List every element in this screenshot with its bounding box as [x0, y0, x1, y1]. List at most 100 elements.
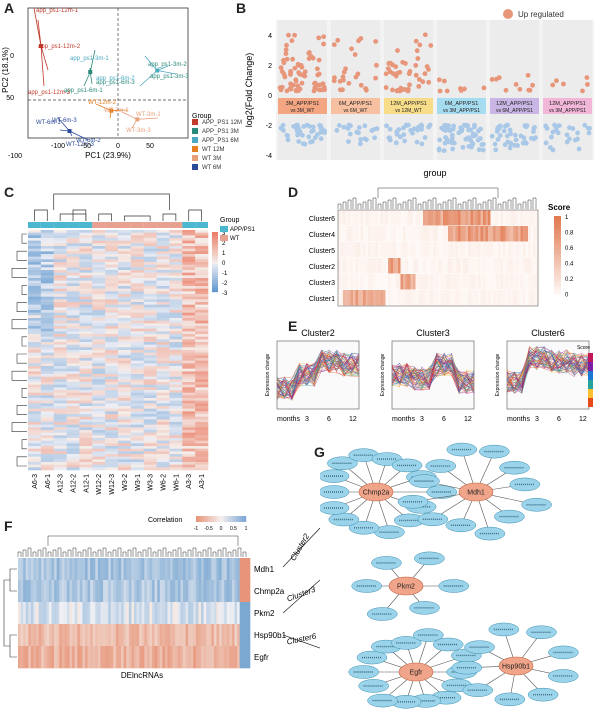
c-heat-cell	[118, 291, 132, 295]
c-heat-cell	[53, 342, 67, 345]
c-heat-cell	[169, 302, 183, 305]
d-heat-cell	[440, 290, 444, 306]
c-heat-cell	[92, 230, 106, 233]
c-heat-cell	[28, 291, 42, 295]
c-heat-cell	[156, 296, 170, 300]
f-heat-cell	[51, 580, 55, 603]
c-heat-cell	[182, 384, 196, 388]
f-heat-cell	[23, 602, 27, 625]
f-heat-cell	[157, 602, 161, 625]
f-heat-cell	[95, 646, 99, 669]
c-heat-cell	[130, 262, 145, 265]
c-heat-cell	[66, 270, 80, 273]
f-heat-cell	[154, 646, 158, 669]
f-heat-cell	[134, 624, 137, 647]
c-heat-cell	[156, 291, 170, 295]
f-heat-cell	[170, 580, 173, 603]
c-left-branch	[21, 336, 27, 347]
b-up-point	[387, 69, 393, 75]
d-heat-cell	[530, 258, 534, 274]
f-heat-cell	[229, 646, 233, 669]
d-row-labels: Cluster6Cluster4Cluster5Cluster2Cluster3…	[309, 216, 335, 303]
c-heat-cell	[195, 315, 209, 319]
c-heat-cell	[156, 302, 170, 305]
c-heat-cell	[79, 462, 93, 465]
d-heat-cell	[465, 274, 469, 290]
c-heat-cell	[169, 382, 183, 385]
c-heat-cell	[143, 368, 157, 372]
f-heat-cell	[221, 558, 225, 581]
c-heat-cell	[182, 315, 196, 319]
c-heat-cell	[40, 280, 55, 284]
b-down-point	[508, 141, 514, 147]
f-heat-cell	[48, 646, 52, 669]
g-lncrna-node	[409, 474, 440, 488]
panel-a-label: A	[4, 0, 15, 16]
c-heat-cell	[92, 368, 106, 372]
f-scale-step	[206, 516, 209, 522]
f-heat-cell	[146, 624, 150, 647]
c-heat-cell	[79, 390, 93, 393]
g-lncrna-node	[527, 687, 559, 702]
pca-legend-swatch	[192, 128, 198, 134]
d-heat-cell	[340, 226, 344, 242]
f-heat-cell	[185, 580, 189, 603]
f-heat-cell	[100, 580, 104, 603]
pca-ylabel: PC2 (18.1%)	[1, 47, 10, 93]
d-heat-cell	[473, 290, 476, 306]
c-heat-cell	[105, 304, 119, 308]
c-heat-cell	[195, 368, 209, 372]
f-heat-cell	[131, 602, 135, 625]
b-down-point	[450, 146, 456, 152]
d-heat-cell	[478, 210, 481, 226]
b-up-point	[428, 43, 434, 48]
c-heat-cell	[105, 408, 119, 412]
d-heat-cell	[353, 258, 356, 274]
c-heat-cell	[156, 254, 170, 257]
b-down-point	[422, 135, 428, 140]
b-up-point	[288, 70, 294, 76]
c-heat-cell	[28, 256, 42, 260]
c-heat-cell	[182, 430, 196, 433]
c-heat-cell	[105, 462, 119, 465]
c-heat-cell	[156, 294, 170, 297]
c-heat-cell	[130, 366, 145, 369]
c-heat-cell	[66, 347, 80, 351]
f-heat-cell	[69, 624, 73, 647]
f-heat-cell	[134, 558, 137, 581]
c-heat-cell	[40, 382, 55, 385]
d-heat-cell	[468, 210, 471, 226]
c-heat-cell	[130, 392, 145, 396]
c-heat-cell	[92, 384, 106, 388]
b-up-point	[316, 57, 322, 63]
d-heat-cell	[368, 258, 371, 274]
f-heat-cell	[59, 602, 63, 625]
d-scale-tick: 0.2	[565, 277, 574, 283]
c-heat-cell	[79, 352, 93, 356]
f-heat-cell	[87, 602, 91, 625]
b-down-point	[512, 142, 518, 148]
c-heat-cell	[79, 403, 93, 407]
d-heat-cell	[400, 210, 404, 226]
d-row-label: Cluster1	[309, 296, 335, 303]
c-heat-cell	[28, 438, 42, 441]
c-left-branch	[11, 422, 27, 433]
b-up-point	[513, 81, 519, 87]
pca-xtick: 50	[146, 143, 154, 150]
f-heat-cell	[221, 624, 225, 647]
c-heat-cell	[143, 328, 157, 332]
d-heat-cell	[415, 226, 419, 242]
c-heat-cell	[105, 379, 119, 383]
b-down-point	[410, 130, 415, 136]
c-heat-cell	[143, 315, 157, 319]
d-heat-cell	[398, 226, 401, 242]
f-heat-cell	[48, 580, 52, 603]
f-heat-cell	[110, 580, 114, 603]
c-heat-cell	[143, 326, 157, 329]
c-heat-cell	[169, 424, 183, 428]
c-heat-cell	[79, 270, 93, 273]
f-heat-cell	[219, 558, 222, 581]
c-heat-cell	[130, 376, 145, 380]
d-dendro-branch	[372, 197, 377, 209]
